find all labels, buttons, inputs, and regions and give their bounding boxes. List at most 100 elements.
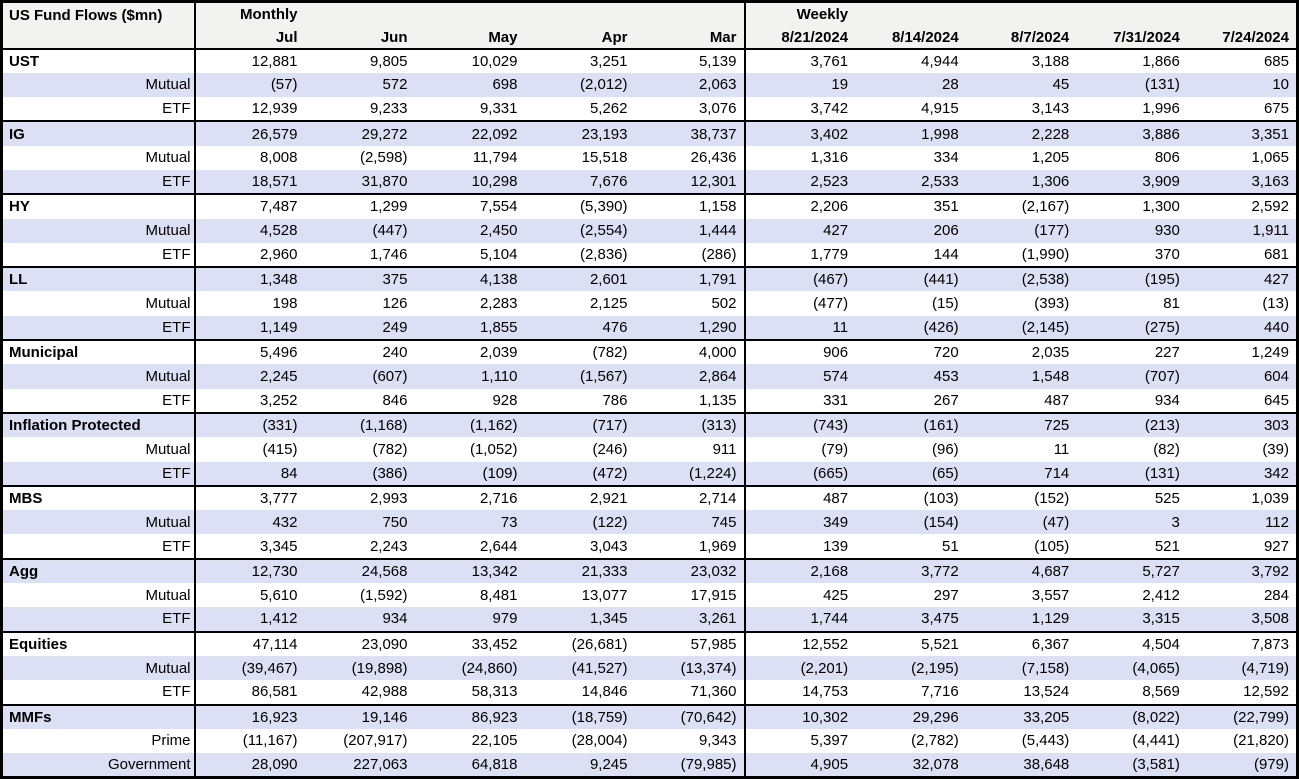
weekly-value: 934: [1154, 391, 1180, 409]
weekly-value: (131): [1144, 76, 1180, 94]
monthly-value: (26,681): [524, 630, 635, 656]
monthly-value: 4,528: [259, 222, 298, 240]
weekly-value: 2,035: [965, 339, 1077, 365]
table-row: Mutual 198 126 2,283 2,125 502 (477) (15) (393) 8…: [1, 291, 1298, 316]
weekly-value: 3,315: [1142, 610, 1180, 628]
category-label: Inflation Protected: [1, 411, 196, 438]
weekly-value: (195): [1076, 266, 1187, 292]
weekly-value: 806: [1154, 149, 1180, 167]
weekly-value: 2,168: [743, 557, 856, 584]
weekly-value: 1,205: [1031, 149, 1070, 167]
table-row: Inflation Protected (331) (1,168) (1,162) (7…: [1, 411, 1298, 438]
weekly-value: (477): [743, 291, 856, 316]
weekly-value: 3,792: [1186, 557, 1298, 584]
weekly-value: 714: [1044, 464, 1070, 482]
monthly-value: 2,714: [634, 484, 745, 511]
monthly-value: (1,567): [579, 368, 628, 385]
weekly-value: 4,915: [921, 100, 959, 118]
weekly-value: (79): [743, 437, 856, 462]
weekly-value: 303: [1186, 411, 1298, 438]
month-col-header: Mar: [634, 26, 745, 50]
month-col-header: May: [414, 26, 525, 50]
weekly-value: 1,998: [855, 120, 966, 146]
weekly-value: (5,443): [1021, 732, 1070, 750]
subcategory-label: Mutual: [1, 291, 196, 316]
weekly-value: 427: [743, 218, 856, 243]
monthly-value: 1,348: [194, 266, 305, 292]
monthly-value: 3,261: [698, 610, 737, 628]
monthly-value: 23,193: [524, 120, 635, 146]
weekly-value: 7,716: [921, 683, 959, 701]
monthly-value: 5,139: [634, 47, 745, 73]
weekly-value: (4,065): [1132, 659, 1180, 677]
week-col-header: 7/31/2024: [1076, 26, 1187, 50]
monthly-value: 7,487: [194, 193, 305, 219]
monthly-value: 786: [602, 391, 628, 409]
monthly-value: 2,601: [524, 266, 635, 292]
monthly-value: (607): [372, 368, 408, 385]
subcategory-label: Mutual: [1, 218, 196, 243]
category-label: MBS: [1, 484, 196, 511]
week-col-header: 8/21/2024: [743, 26, 856, 50]
weekly-value: (7,158): [1021, 659, 1070, 677]
weekly-value: (2,167): [965, 193, 1077, 219]
weekly-value: 10: [1272, 76, 1289, 94]
monthly-value: 240: [304, 339, 415, 365]
monthly-value: 4,000: [634, 339, 745, 365]
monthly-value: 8,481: [479, 586, 518, 604]
subcategory-label: Mutual: [1, 364, 196, 389]
monthly-value: (207,917): [343, 732, 408, 750]
weekly-value: 3,402: [743, 120, 856, 146]
weekly-value: 1,300: [1076, 193, 1187, 219]
monthly-value: 23,090: [304, 630, 415, 656]
monthly-value: 10,298: [471, 173, 518, 191]
monthly-value: 18,571: [251, 173, 298, 191]
weekly-value: 11: [1053, 440, 1070, 458]
monthly-value: (2,598): [359, 149, 408, 167]
weekly-value: 1,911: [1252, 222, 1289, 240]
monthly-value: 16,923: [194, 703, 305, 729]
weekly-value: 81: [1163, 295, 1180, 313]
weekly-value: 1,548: [1031, 368, 1070, 385]
monthly-value: 2,716: [414, 484, 525, 511]
weekly-value: 28: [942, 76, 959, 94]
weekly-value: 334: [933, 149, 959, 167]
weekly-value: 144: [933, 246, 959, 264]
monthly-value: 12,730: [194, 557, 305, 584]
monthly-value: 8,008: [259, 149, 298, 167]
table-row: Mutual 432 750 73 (122) 745 349 (154) (47) 3 112: [1, 510, 1298, 535]
table-title: US Fund Flows ($mn): [1, 1, 196, 50]
spacer-header-cell: [1076, 1, 1187, 27]
monthly-value: 572: [382, 76, 408, 94]
table-row: UST 12,881 9,805 10,029 3,251 5,139 3,761 4,944…: [1, 47, 1298, 73]
table-row: ETF 12,939 9,233 9,331 5,262 3,076 3,742 4,915 3…: [1, 97, 1298, 122]
weekly-value: 3,886: [1076, 120, 1187, 146]
monthly-value: 28,090: [251, 756, 298, 773]
weekly-value: 1,039: [1186, 484, 1298, 511]
weekly-value: (4,441): [1132, 732, 1180, 750]
monthly-value: (109): [482, 464, 518, 482]
weekly-value: 38,648: [1023, 756, 1070, 773]
monthly-value: 9,343: [698, 732, 737, 750]
column-header-row: Jul Jun May Apr Mar 8/21/2024 8/14/2024 …: [2, 26, 1298, 50]
weekly-value: (467): [743, 266, 856, 292]
subcategory-label: Mutual: [1, 583, 196, 608]
monthly-value: (415): [262, 440, 298, 458]
table-row: Mutual 8,008 (2,598) 11,794 15,518 26,436 1,31…: [1, 145, 1298, 170]
monthly-value: 1,444: [698, 222, 737, 240]
weekly-value: (177): [1034, 222, 1070, 240]
monthly-value: 12,301: [690, 173, 737, 191]
weekly-value: 2,412: [1142, 586, 1180, 604]
monthly-value: 22,105: [471, 732, 518, 750]
table-row: IG 26,579 29,272 22,092 23,193 38,737 3,402 1,9…: [1, 120, 1298, 146]
monthly-value: 1,135: [698, 391, 737, 409]
subcategory-label: ETF: [1, 461, 196, 486]
weekly-value: (22,799): [1186, 703, 1298, 729]
weekly-value: 4,687: [965, 557, 1077, 584]
weekly-value: (743): [743, 411, 856, 438]
table-header: US Fund Flows ($mn) Monthly Weekly Jul J…: [1, 1, 1298, 50]
weekly-value: 1,306: [1031, 173, 1070, 191]
table-row: ETF 1,412 934 979 1,345 3,261 1,744 3,475 1,129 3…: [1, 607, 1298, 632]
monthly-value: 502: [711, 295, 737, 313]
weekly-value: 725: [965, 411, 1077, 438]
